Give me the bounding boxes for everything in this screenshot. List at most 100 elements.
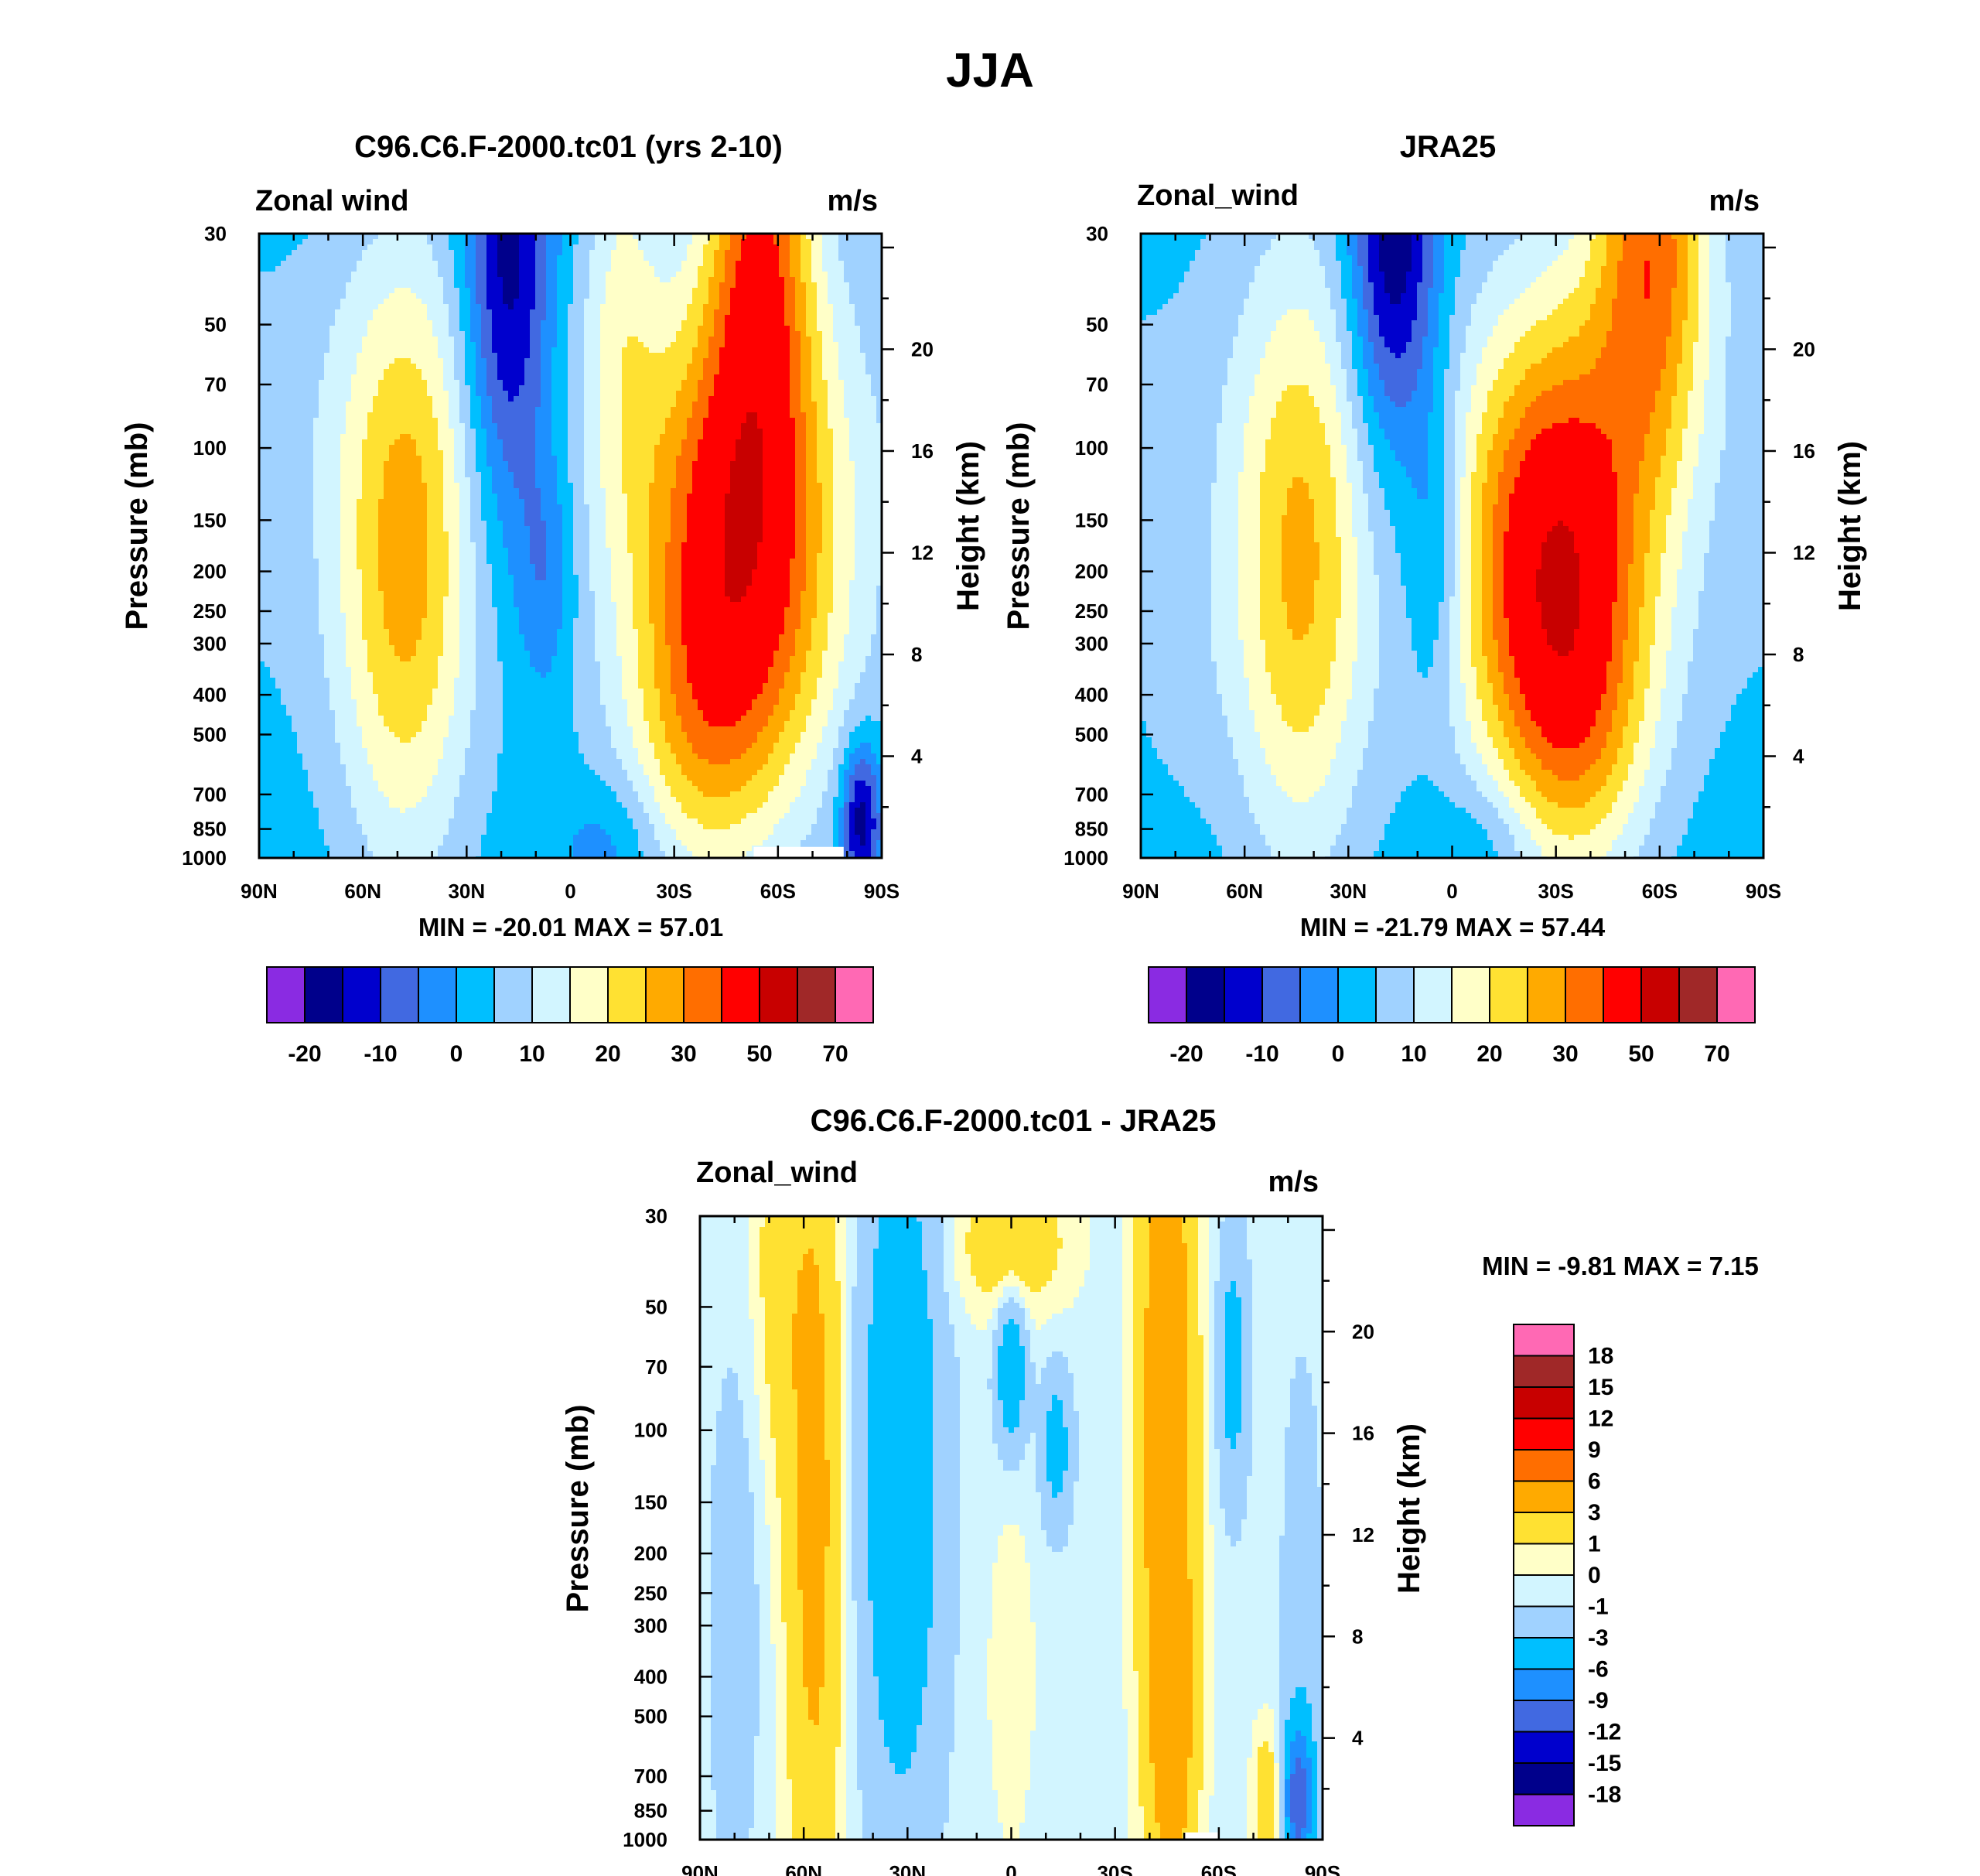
contour-cell [844, 244, 850, 251]
contour-cell [357, 255, 363, 261]
contour-cell [275, 250, 282, 256]
contour-cell [719, 239, 725, 245]
contour-cell [486, 250, 493, 256]
contour-cell [503, 239, 509, 245]
contour-cell [281, 266, 287, 272]
contour-cell [411, 244, 417, 251]
contour-cell [281, 261, 287, 267]
contour-cell [438, 244, 444, 251]
contour-cell [319, 261, 325, 267]
contour-cell [340, 250, 346, 256]
contour-cell [584, 244, 590, 251]
contour-cell [622, 250, 628, 256]
contour-cell [384, 255, 390, 261]
panel-model-left-label: Zonal wind [255, 185, 408, 217]
contour-cell [422, 266, 428, 272]
contour-cell [389, 244, 395, 251]
contour-cell [535, 244, 541, 251]
figure-title: JJA [946, 44, 1034, 97]
contour-cell [297, 255, 303, 261]
contour-cell [416, 239, 422, 245]
contour-cell [676, 244, 682, 251]
contour-cell [308, 239, 314, 245]
contour-cell [497, 239, 504, 245]
contour-cell [351, 250, 357, 256]
contour-cell [530, 261, 536, 267]
contour-cell [459, 255, 466, 261]
contour-cell [795, 239, 801, 245]
contour-cell [443, 261, 449, 267]
contour-cell [416, 266, 422, 272]
contour-cell [308, 255, 314, 261]
contour-cell [860, 244, 866, 251]
contour-cell [508, 244, 514, 251]
contour-cell [757, 244, 763, 251]
contour-cell [292, 255, 298, 261]
contour-cell [449, 255, 455, 261]
contour-cell [389, 266, 395, 272]
contour-cell [795, 250, 801, 256]
contour-cell [503, 244, 509, 251]
panel-model-contour: 90N 60N 30N 0 30S 60S 90S305070100150200250300… [182, 222, 934, 903]
contour-cell [665, 255, 671, 261]
contour-cell [373, 266, 379, 272]
contour-cell [400, 255, 406, 261]
contour-cell [757, 261, 763, 267]
contour-cell [627, 244, 633, 251]
contour-cell [557, 239, 563, 245]
contour-cell [768, 255, 774, 261]
contour-cell [432, 250, 439, 256]
contour-cell [779, 239, 785, 245]
contour-cell [644, 244, 650, 251]
contour-cell [725, 244, 731, 251]
contour-cell [606, 255, 612, 261]
contour-cell [551, 244, 558, 251]
contour-cell [752, 244, 758, 251]
contour-cell [270, 261, 276, 267]
contour-cell [736, 250, 742, 256]
contour-cell [865, 261, 872, 267]
contour-cell [838, 255, 845, 261]
contour-cell [432, 239, 439, 245]
contour-cell [551, 250, 558, 256]
contour-cell [611, 266, 617, 272]
contour-cell [595, 244, 601, 251]
contour-cell [530, 244, 536, 251]
contour-cell [459, 250, 466, 256]
contour-cell [600, 266, 606, 272]
contour-cell [849, 239, 855, 245]
contour-cell [833, 244, 839, 251]
contour-cell [308, 250, 314, 256]
contour-cell [855, 261, 861, 267]
contour-cell [329, 239, 336, 245]
contour-cell [302, 266, 309, 272]
contour-cell [860, 239, 866, 245]
contour-cell [773, 261, 780, 267]
contour-cell [324, 266, 330, 272]
contour-cell [644, 266, 650, 272]
contour-cell [838, 250, 845, 256]
contour-cell [589, 239, 596, 245]
contour-cell [432, 255, 439, 261]
contour-cell [389, 255, 395, 261]
contour-cell [795, 244, 801, 251]
contour-cell [340, 255, 346, 261]
contour-cell [768, 244, 774, 251]
contour-cell [719, 250, 725, 256]
contour-cell [676, 250, 682, 256]
contour-cell [725, 239, 731, 245]
contour-cell [519, 239, 525, 245]
contour-cell [524, 239, 531, 245]
contour-cell [270, 255, 276, 261]
contour-cell [746, 261, 753, 267]
contour-cell [584, 261, 590, 267]
contour-cell [741, 255, 747, 261]
contour-cell [654, 239, 661, 245]
contour-cell [860, 261, 866, 267]
contour-cell [725, 261, 731, 267]
contour-cell [535, 266, 541, 272]
contour-cell [849, 244, 855, 251]
contour-cell [589, 266, 596, 272]
contour-cell [606, 244, 612, 251]
contour-cell [394, 255, 401, 261]
